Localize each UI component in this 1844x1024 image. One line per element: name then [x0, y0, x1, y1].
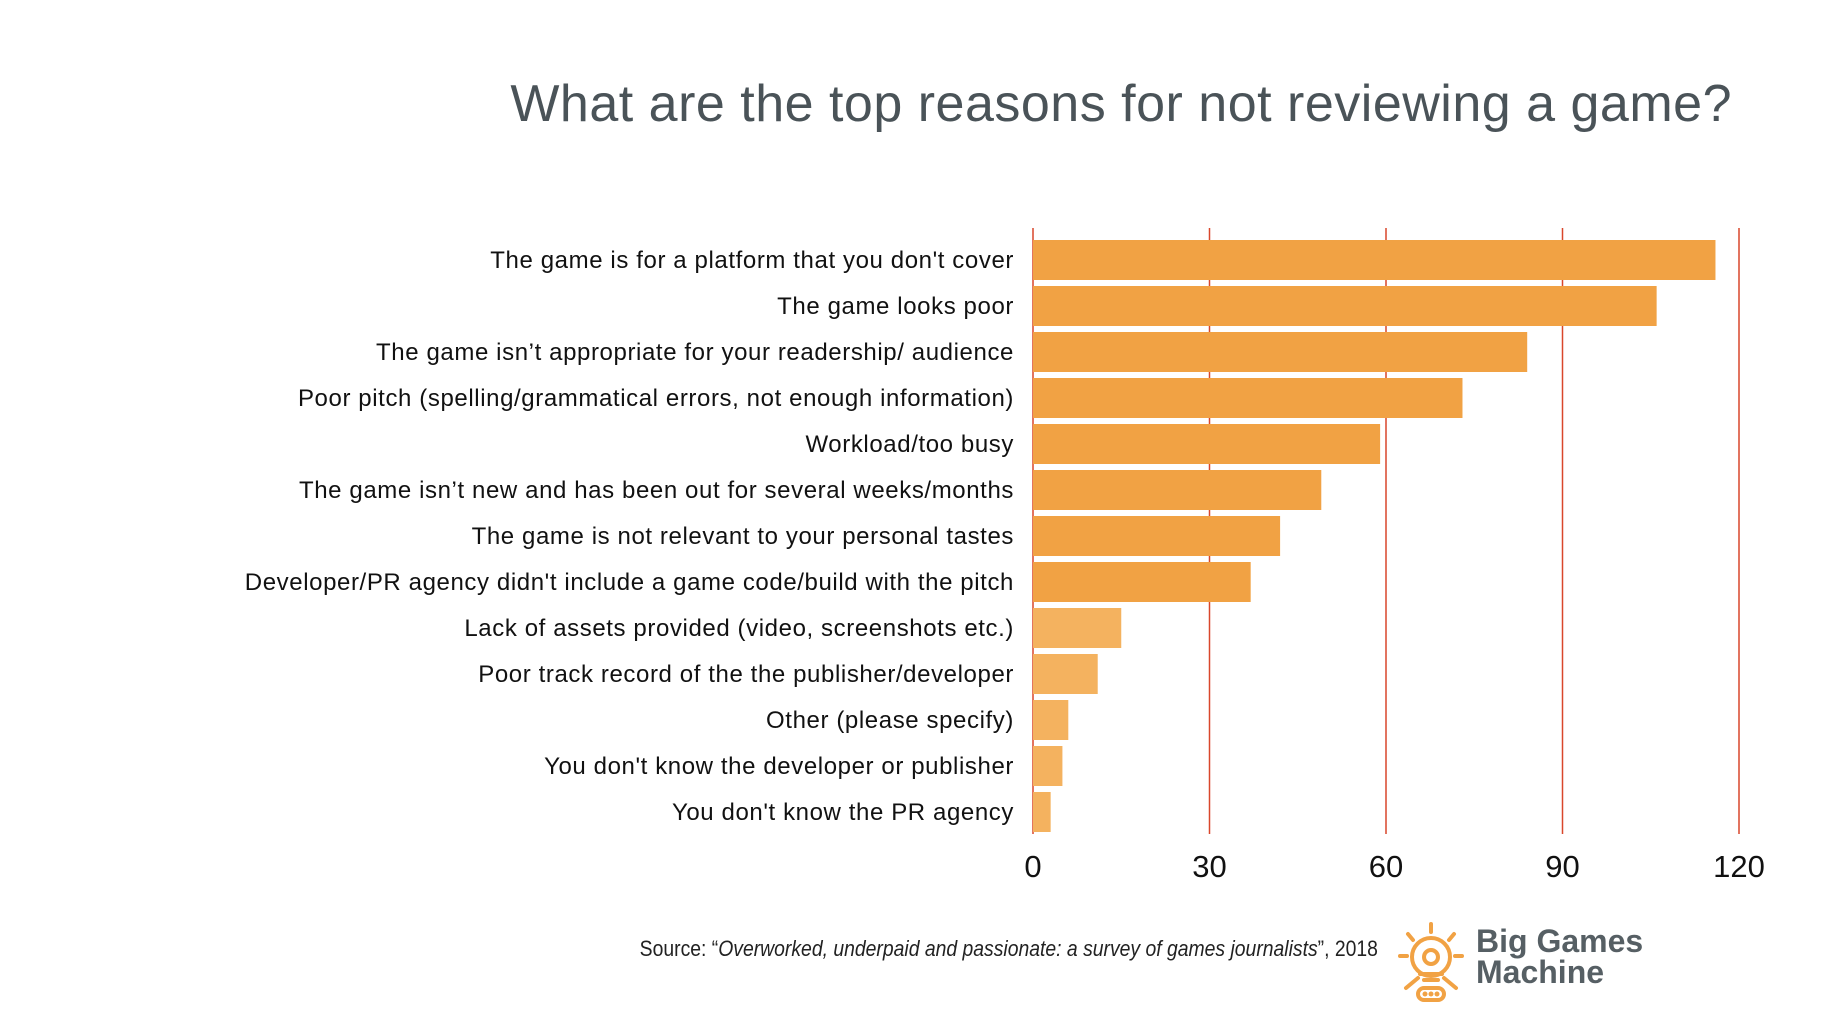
- bar: [1033, 700, 1069, 740]
- category-labels: The game is for a platform that you don'…: [245, 247, 1014, 826]
- brand-logo: Big Games Machine: [1398, 922, 1698, 1022]
- category-label: The game is not relevant to your persona…: [472, 523, 1014, 550]
- x-tick-label: 0: [1024, 849, 1041, 884]
- bar: [1033, 562, 1251, 602]
- category-label: The game isn’t appropriate for your read…: [376, 339, 1014, 366]
- category-label: Lack of assets provided (video, screensh…: [464, 615, 1014, 642]
- bar: [1033, 608, 1122, 648]
- category-label: The game looks poor: [777, 293, 1014, 320]
- bar: [1033, 424, 1381, 464]
- source-title: Overworked, underpaid and passionate: a …: [718, 936, 1318, 961]
- category-label: Poor pitch (spelling/grammatical errors,…: [298, 385, 1014, 412]
- bar: [1033, 286, 1657, 326]
- category-label: You don't know the developer or publishe…: [544, 753, 1014, 780]
- bar: [1033, 332, 1528, 372]
- category-label: Poor track record of the the publisher/d…: [478, 661, 1014, 688]
- bar: [1033, 792, 1051, 832]
- category-label: Workload/too busy: [805, 431, 1014, 458]
- bar-chart: The game is for a platform that you don'…: [245, 228, 1765, 884]
- robot-icon: [1398, 922, 1464, 1002]
- x-axis-ticks: 0 30 60 90 120: [1024, 849, 1764, 884]
- x-tick-label: 90: [1545, 849, 1579, 884]
- bar: [1033, 516, 1281, 556]
- source-suffix: ”, 2018: [1317, 936, 1378, 961]
- logo-line-1: Big Games: [1476, 923, 1644, 959]
- category-label: You don't know the PR agency: [672, 799, 1014, 826]
- bar: [1033, 470, 1322, 510]
- category-label: Other (please specify): [766, 707, 1014, 734]
- bar: [1033, 746, 1063, 786]
- logo-line-2: Machine: [1476, 954, 1605, 990]
- bar: [1033, 654, 1098, 694]
- source-prefix: Source: “: [639, 936, 719, 961]
- x-tick-label: 30: [1192, 849, 1226, 884]
- bar: [1033, 240, 1716, 280]
- category-label: Developer/PR agency didn't include a gam…: [245, 569, 1014, 596]
- category-label: The game is for a platform that you don'…: [490, 247, 1014, 274]
- category-label: The game isn’t new and has been out for …: [299, 477, 1014, 504]
- bars: [1033, 240, 1716, 832]
- x-tick-label: 60: [1369, 849, 1403, 884]
- x-tick-label: 120: [1713, 849, 1765, 884]
- chart-title: What are the top reasons for not reviewi…: [510, 75, 1732, 133]
- bar: [1033, 378, 1463, 418]
- logo-text: Big Games Machine: [1476, 923, 1644, 990]
- source-note: Source: “Overworked, underpaid and passi…: [640, 936, 1378, 962]
